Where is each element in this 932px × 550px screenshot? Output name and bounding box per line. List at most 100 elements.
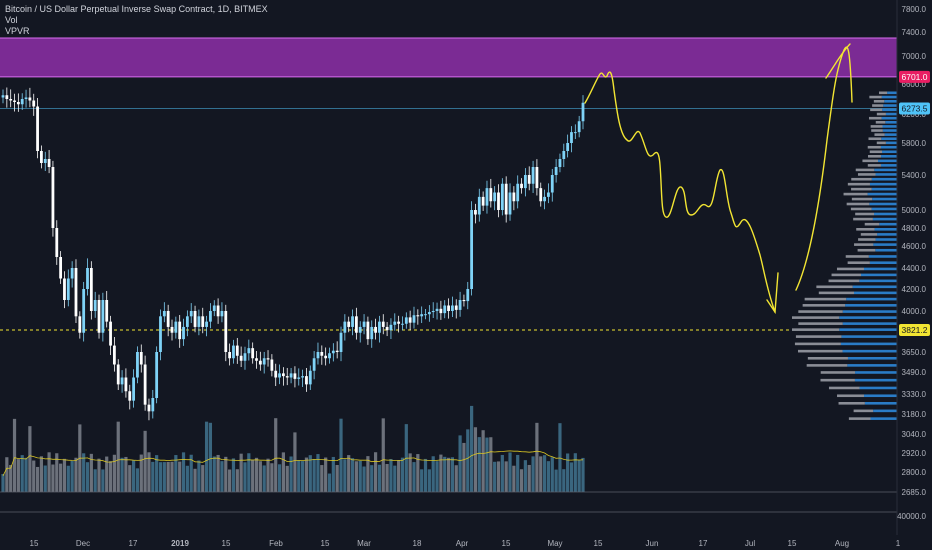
volume-bar [519,469,524,492]
time-axis[interactable]: 15 Dec 17 2019 15 Feb 15 Mar 18 Apr 15 May 15 Jun 17 Ju… [30,539,901,548]
volume-bar [535,422,539,492]
volume-bar [162,462,166,492]
vpvr-row-up [881,137,897,141]
candle-body [82,289,86,333]
chart-legend: Bitcoin / US Dollar Perpetual Inverse Sw… [5,4,268,37]
time-tick-label: 15 [594,539,603,548]
volume-bar [496,461,501,492]
vpvr-row-up [881,116,897,120]
candle-body [147,404,151,412]
vpvr-row-up [882,150,897,154]
vpvr-row-up [881,155,897,158]
vpvr-row-down [802,304,846,307]
candle-body [577,121,581,133]
candle-body [247,348,251,354]
candle-body [343,321,347,333]
candle-body [558,159,562,167]
candle-body [581,102,585,122]
vpvr-row-up [839,328,897,331]
candle-body [20,99,24,105]
candle-body [55,228,59,257]
price-tick-label: 4800.0 [902,224,927,233]
candle-body [354,316,358,333]
vpvr-row-down [838,402,865,405]
candle-body [205,321,208,327]
vpvr-row-up [847,364,897,367]
vpvr-indicator-label[interactable]: VPVR [5,26,30,36]
vpvr-profile [792,91,897,420]
candle-body [547,192,550,197]
volume-bar [62,458,67,492]
price-tag-magenta[interactable]: 6701.0 [899,70,930,83]
vpvr-row-up [882,129,897,132]
vpvr-row-down [875,121,886,124]
vpvr-row-up [867,192,897,196]
candle-body [97,300,101,333]
vpvr-row-up [859,386,897,390]
volume-bar [435,461,439,492]
vol-indicator-label[interactable]: Vol [5,15,18,25]
candle-body [385,326,389,331]
time-tick-label: Dec [76,539,90,548]
vpvr-row-up [847,357,897,360]
vpvr-row-down [867,164,881,167]
vpvr-row-up [882,108,897,112]
candle-body [159,316,162,352]
candle-body [212,305,216,311]
vpvr-row-down [854,243,874,246]
vpvr-row-up [842,322,897,325]
volume-bar [247,453,251,492]
vpvr-row-up [880,164,897,167]
volume-bar [481,430,485,492]
candle-body [466,289,470,302]
time-tick-label: 15 [502,539,511,548]
projection-decline-drawing[interactable] [584,71,776,313]
price-tick-label: 3180.0 [902,410,927,419]
candle-body [13,100,16,102]
vpvr-row-up [845,304,897,307]
time-tick-label: 15 [222,539,231,548]
vpvr-row-up [873,212,897,216]
vpvr-row-down [820,371,856,374]
volume-bar [347,455,351,492]
price-tag-yellow[interactable]: 3821.2 [899,324,930,336]
vpvr-row-up [885,141,897,145]
vpvr-row-up [873,243,897,246]
candle-body [155,352,159,398]
volume-bar [116,421,120,492]
vpvr-row-down [794,342,841,346]
volume-bar [546,461,551,492]
candle-body [470,210,474,289]
vpvr-row-down [862,159,878,163]
price-tag-label: 6701.0 [902,72,928,82]
vpvr-row-up [875,238,897,241]
resistance-zone[interactable] [0,38,897,77]
candle-body [105,300,109,322]
volume-bar [458,435,462,492]
price-tick-label: 5800.0 [902,139,927,148]
volume-bar [377,464,382,492]
candle-body [232,345,235,359]
candle-body [447,305,450,311]
vpvr-row-down [867,145,881,149]
candle-body [86,268,89,289]
candle-body [78,316,82,333]
volume-bar [74,457,78,492]
candle-body [174,321,178,333]
time-tick-label: 1 [896,539,901,548]
candle-body [420,314,424,317]
volume-bar [393,465,397,492]
volume-bar [231,458,236,492]
candle-body [500,183,504,210]
projection-rally-drawing[interactable] [795,46,853,291]
candle-body [335,350,339,352]
vpvr-row-up [875,248,897,252]
vpvr-row-down [878,91,888,95]
price-axis[interactable]: 7800.0 7400.0 7000.0 6600.0 6200.0 5800.0 5400… [897,5,926,521]
price-tag-cyan[interactable]: 6273.5 [899,102,930,115]
volume-bar [143,430,147,492]
volume-bar [251,459,255,492]
volume-bar [120,457,124,492]
volume-bar [558,423,562,492]
